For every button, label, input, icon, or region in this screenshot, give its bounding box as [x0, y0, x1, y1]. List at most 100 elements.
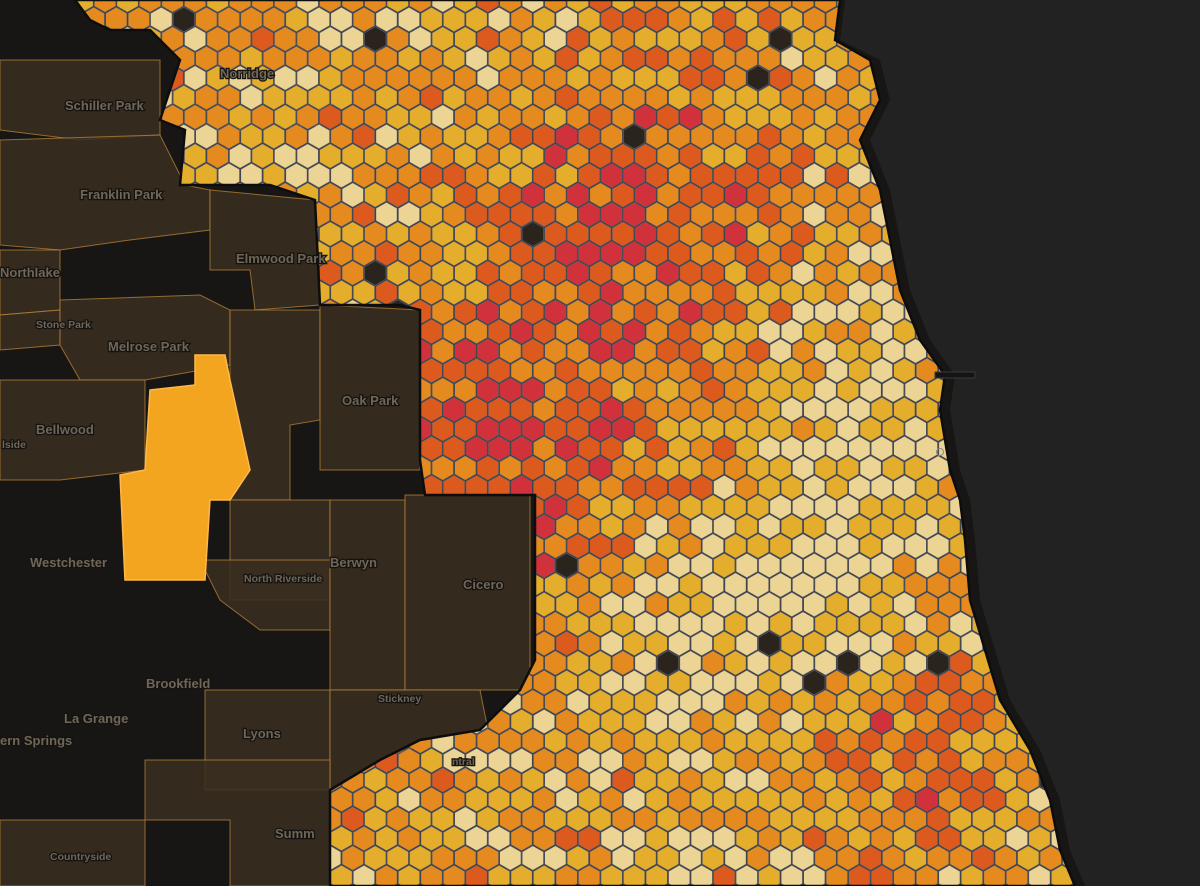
hex-cell[interactable]: [769, 338, 792, 364]
hex-cell[interactable]: [420, 45, 443, 72]
hex-cell[interactable]: [780, 435, 803, 462]
hex-cell[interactable]: [656, 728, 680, 754]
hex-cell[interactable]: [679, 533, 702, 559]
hex-cell[interactable]: [544, 377, 567, 403]
hex-cell[interactable]: [521, 377, 544, 403]
hex-cell[interactable]: [769, 182, 792, 208]
hex-cell[interactable]: [645, 747, 668, 774]
hex-cell[interactable]: [690, 513, 713, 540]
hex-cell[interactable]: [814, 65, 837, 91]
hex-cell[interactable]: [938, 708, 961, 735]
hex-cell[interactable]: [273, 143, 297, 169]
hex-cell[interactable]: [848, 669, 871, 696]
hex-cell[interactable]: [330, 240, 353, 267]
hex-cell[interactable]: [668, 513, 691, 540]
hex-cell[interactable]: [533, 864, 556, 886]
hex-cell[interactable]: [589, 377, 612, 403]
hex-cell[interactable]: [544, 884, 567, 886]
hex-cell[interactable]: [724, 533, 747, 559]
hex-cell[interactable]: [600, 201, 623, 228]
hex-cell[interactable]: [746, 416, 770, 442]
hex-cell[interactable]: [701, 416, 725, 442]
hex-cell[interactable]: [578, 513, 601, 540]
hex-cell[interactable]: [758, 435, 781, 462]
hex-cell[interactable]: [803, 84, 826, 111]
hex-cell[interactable]: [803, 552, 826, 579]
hex-cell[interactable]: [409, 767, 432, 793]
municipality-melrose-park[interactable]: [59, 294, 231, 381]
hex-cell[interactable]: [701, 767, 725, 793]
hex-cell[interactable]: [544, 650, 567, 676]
hex-cell[interactable]: [814, 0, 837, 13]
hex-cell[interactable]: [859, 884, 882, 886]
hex-cell[interactable]: [634, 728, 657, 754]
hex-cell[interactable]: [521, 143, 544, 169]
hex-cell[interactable]: [713, 435, 736, 462]
hex-cell[interactable]: [927, 572, 950, 598]
hex-cell[interactable]: [442, 84, 466, 111]
hex-cell[interactable]: [319, 65, 342, 91]
hex-cell[interactable]: [487, 279, 511, 306]
hex-cell[interactable]: [814, 533, 837, 559]
hex-cell[interactable]: [791, 260, 815, 286]
hex-cell[interactable]: [589, 806, 612, 832]
hex-cell[interactable]: [735, 591, 758, 618]
hex-cell[interactable]: [521, 0, 544, 13]
hex-cell[interactable]: [780, 708, 803, 735]
hex-cell[interactable]: [859, 572, 882, 598]
hex-cell[interactable]: [487, 825, 511, 852]
hex-cell[interactable]: [780, 825, 803, 852]
hex-cell[interactable]: [431, 884, 454, 886]
hex-cell[interactable]: [476, 845, 500, 871]
hex-cell[interactable]: [409, 65, 432, 91]
hex-cell[interactable]: [915, 747, 938, 774]
hex-cell[interactable]: [307, 162, 331, 189]
hex-cell[interactable]: [442, 786, 466, 813]
hex-cell[interactable]: [803, 45, 826, 72]
hex-cell[interactable]: [656, 455, 680, 481]
hex-cell[interactable]: [758, 396, 781, 423]
hex-cell[interactable]: [780, 513, 803, 540]
hex-cell[interactable]: [578, 318, 601, 345]
hex-cell[interactable]: [578, 708, 601, 735]
hex-cell[interactable]: [972, 845, 995, 871]
hex-cell[interactable]: [330, 6, 353, 33]
hex-cell[interactable]: [420, 825, 443, 852]
hex-cell[interactable]: [882, 299, 905, 325]
hex-cell[interactable]: [93, 0, 117, 13]
hex-cell[interactable]: [701, 221, 725, 247]
hex-cell[interactable]: [589, 533, 612, 559]
hex-cell[interactable]: [397, 279, 421, 306]
hex-cell[interactable]: [611, 416, 635, 442]
hex-cell[interactable]: [555, 84, 578, 111]
hex-cell[interactable]: [904, 806, 927, 832]
hex-cell[interactable]: [656, 65, 680, 91]
hex-cell[interactable]: [769, 884, 792, 886]
hex-cell[interactable]: [746, 377, 770, 403]
hex-cell[interactable]: [454, 884, 477, 886]
hex-cell[interactable]: [386, 845, 409, 871]
hex-cell[interactable]: [341, 65, 364, 91]
hex-cell[interactable]: [791, 143, 815, 169]
hex-cell[interactable]: [352, 45, 376, 72]
hex-cell[interactable]: [758, 318, 781, 345]
hex-cell[interactable]: [578, 747, 601, 774]
hex-cell[interactable]: [510, 318, 533, 345]
hex-cell[interactable]: [870, 474, 893, 501]
hex-cell[interactable]: [364, 767, 387, 793]
hex-cell[interactable]: [904, 572, 927, 598]
hex-cell[interactable]: [533, 747, 556, 774]
hex-cell[interactable]: [724, 26, 747, 52]
hex-cell[interactable]: [848, 474, 871, 501]
hex-cell[interactable]: [465, 825, 488, 852]
hex-cell[interactable]: [487, 6, 511, 33]
hex-cell[interactable]: [499, 728, 522, 754]
hex-cell[interactable]: [882, 533, 905, 559]
hex-cell[interactable]: [623, 825, 646, 852]
hex-cell[interactable]: [780, 357, 803, 384]
hex-cell[interactable]: [645, 864, 668, 886]
hex-cell[interactable]: [938, 825, 961, 852]
hex-cell[interactable]: [645, 786, 668, 813]
hex-cell[interactable]: [183, 65, 207, 91]
hex-cell[interactable]: [859, 416, 882, 442]
